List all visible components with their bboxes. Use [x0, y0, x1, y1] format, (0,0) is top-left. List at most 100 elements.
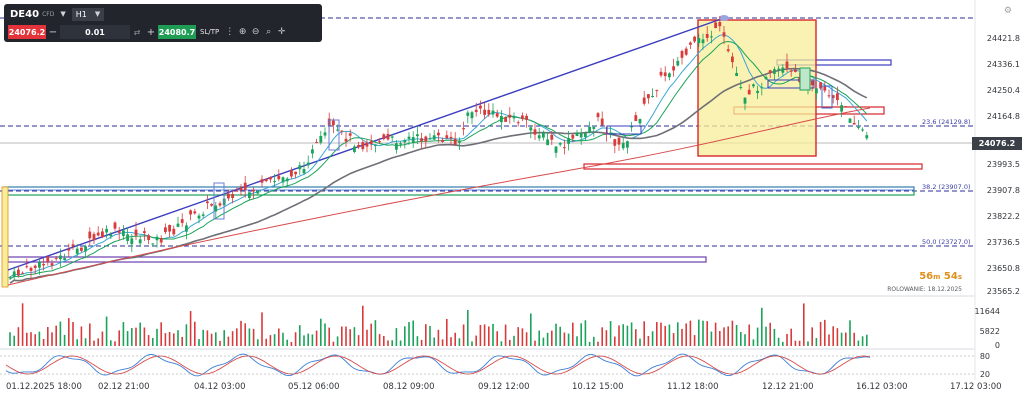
- marker-box-4[interactable]: [767, 79, 815, 89]
- candle-body: [684, 48, 688, 55]
- candle-body: [445, 135, 449, 139]
- volume-bar: [563, 332, 566, 346]
- marker-box-3[interactable]: [606, 125, 642, 135]
- volume-input[interactable]: 0.01: [60, 25, 130, 39]
- volume-bar: [538, 330, 540, 346]
- volume-bar: [84, 338, 87, 346]
- candle-body: [17, 269, 20, 276]
- volume-bar: [282, 332, 284, 346]
- time-axis-tick: 08.12 09:00: [383, 382, 435, 392]
- volume-bar: [534, 340, 536, 346]
- grid-icon[interactable]: ⋮: [225, 27, 235, 37]
- volume-bar: [689, 320, 692, 346]
- volume-bar: [51, 332, 53, 346]
- candle-body: [504, 117, 507, 122]
- resistance-zone-red[interactable]: [583, 163, 923, 170]
- candle-body: [63, 258, 66, 261]
- candle-body: [248, 192, 251, 199]
- candle-body: [239, 187, 243, 191]
- candle-body: [626, 141, 629, 148]
- volume-bar: [177, 330, 179, 346]
- candle-body: [752, 84, 755, 87]
- volume-bar: [206, 330, 209, 346]
- symbol-dropdown-icon[interactable]: ▼: [60, 10, 66, 18]
- sltp-button[interactable]: SL/TP: [200, 28, 220, 36]
- candle-body: [642, 97, 646, 104]
- candle-body: [432, 135, 436, 140]
- volume-bar: [345, 326, 347, 346]
- volume-bar: [597, 341, 599, 346]
- volume-bar: [303, 335, 305, 346]
- volume-bar: [9, 332, 11, 346]
- volume-bar: [227, 336, 230, 346]
- candle-body: [768, 70, 772, 74]
- volume-bar: [412, 320, 414, 346]
- candle-body: [655, 89, 659, 91]
- volume-bar: [555, 323, 557, 346]
- sell-button[interactable]: 24076.2: [8, 25, 46, 39]
- volume-bar: [748, 324, 750, 346]
- candle-body: [651, 96, 654, 98]
- volume-bar: [509, 339, 511, 346]
- volume-bar: [740, 331, 742, 346]
- candle-body: [663, 72, 667, 77]
- trend-line-handle[interactable]: [719, 15, 729, 21]
- candle-body: [731, 56, 734, 63]
- candle-body: [542, 132, 545, 138]
- zoom-in-icon[interactable]: ⊕: [238, 27, 247, 37]
- crosshair-icon[interactable]: ✛: [277, 27, 286, 37]
- marker-box-6[interactable]: [821, 85, 833, 109]
- volume-bar: [47, 327, 49, 346]
- candle-body: [735, 72, 738, 77]
- volume-decrease-button[interactable]: −: [48, 26, 58, 38]
- candle-body: [147, 235, 150, 240]
- volume-bar: [588, 341, 591, 346]
- volume-bar: [416, 336, 419, 346]
- volume-bar: [727, 326, 729, 346]
- volume-bar: [261, 312, 263, 346]
- swap-icon[interactable]: ⇄: [133, 27, 141, 37]
- volume-bar: [458, 338, 461, 346]
- candle-body: [491, 110, 495, 115]
- volume-bar: [399, 340, 402, 346]
- candle-body: [130, 238, 134, 245]
- candle-body: [680, 50, 684, 58]
- magnifier-icon[interactable]: ⌕: [266, 27, 272, 37]
- candle-body: [525, 115, 528, 120]
- candle-body: [634, 115, 638, 121]
- volume-bar: [714, 322, 717, 346]
- volume-bar: [126, 331, 129, 346]
- volume-bar: [80, 326, 83, 346]
- marker-box-5[interactable]: [799, 67, 811, 91]
- volume-bar: [391, 340, 393, 346]
- symbol-label[interactable]: DE40: [10, 8, 40, 20]
- volume-bar: [845, 332, 847, 346]
- volume-bar: [198, 339, 200, 346]
- candle-body: [264, 179, 268, 182]
- marker-box-2[interactable]: [213, 182, 225, 220]
- buy-button[interactable]: 24080.7: [158, 25, 196, 39]
- trading-toolbar: DE40 CFD ▼ H1 ▼ 24076.2 − 0.01 ⇄ + 24080…: [4, 4, 322, 42]
- volume-increase-button[interactable]: +: [146, 26, 156, 38]
- volume-bar: [824, 319, 826, 346]
- candle-body: [676, 60, 680, 66]
- candle-body: [815, 88, 818, 94]
- volume-bar: [639, 338, 641, 346]
- volume-bar: [118, 330, 120, 346]
- volume-bar: [299, 325, 301, 346]
- left-highlight-strip[interactable]: [1, 186, 9, 288]
- volume-bar: [794, 340, 797, 346]
- stoch-axis-tick: 20: [979, 370, 990, 379]
- timeframe-select[interactable]: H1 ▼: [71, 7, 105, 21]
- zoom-out-icon[interactable]: ⊖: [251, 27, 260, 37]
- volume-bar: [215, 332, 217, 346]
- volume-bar: [660, 322, 662, 346]
- volume-bar: [55, 325, 57, 346]
- gear-icon[interactable]: ⚙: [1003, 6, 1012, 16]
- volume-bar: [706, 321, 708, 346]
- volume-bar: [551, 330, 553, 346]
- candle-body: [88, 231, 92, 239]
- volume-bar: [362, 305, 364, 346]
- marker-box-1[interactable]: [328, 119, 340, 151]
